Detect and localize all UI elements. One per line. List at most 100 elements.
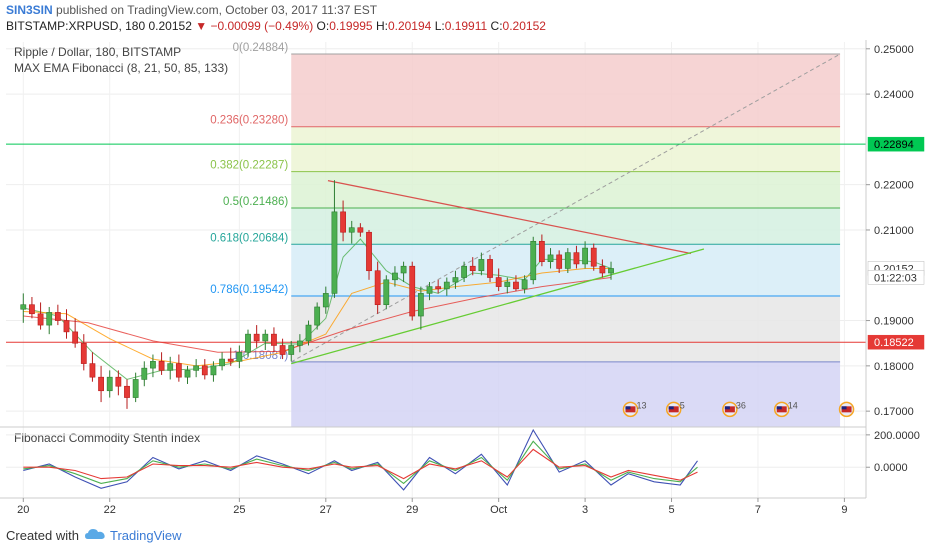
candle-body (201, 365, 208, 376)
fib-band (291, 126, 841, 172)
candle-body (37, 313, 44, 326)
candle-body (530, 240, 537, 281)
candle-body (115, 376, 122, 387)
candle-body (608, 268, 614, 274)
time-axis-label: 3 (582, 504, 588, 516)
candle-body (288, 345, 295, 355)
fib-level-label: 1(0.18087) (233, 350, 289, 362)
candle-body (106, 376, 113, 392)
close-label: C: (490, 19, 503, 33)
time-axis-label: 22 (104, 504, 116, 516)
oscillator-title: Fibonacci Commodity Stenth Index (14, 431, 200, 445)
event-count-label: 36 (736, 400, 746, 410)
candle-body (124, 385, 130, 398)
candle-body (314, 306, 321, 326)
open-value: 0.19995 (329, 19, 373, 33)
candle-body (538, 240, 545, 262)
candle-body (63, 320, 70, 333)
chart-svg[interactable]: 0(0.24884) 0.236(0.23280) 0.382(0.22287) 0.… (0, 40, 932, 520)
candle-body (245, 333, 251, 353)
price-marker (867, 270, 925, 285)
candle-body (132, 379, 139, 398)
price-axis-label: 0.21000 (874, 225, 914, 237)
candle-body (357, 227, 364, 233)
candle-body (20, 304, 27, 310)
price-axis-label: 0.22000 (874, 180, 914, 192)
candle-body (184, 370, 191, 378)
price-marker-label: 01:22:03 (874, 272, 917, 284)
fib-level-label: 0.786(0.19542) (210, 284, 288, 296)
candle-body (556, 254, 563, 269)
price-change: ▼ −0.00099 (−0.49%) (195, 19, 314, 33)
candle-body (236, 351, 243, 362)
candle-body (478, 259, 485, 272)
time-axis-label: 9 (841, 504, 847, 516)
candle-body (322, 293, 329, 308)
price-axis-label: 0.19000 (874, 316, 914, 328)
candle-body (89, 363, 96, 378)
chart-title: Ripple / Dollar, 180, BITSTAMP (14, 45, 181, 59)
ema-line (23, 268, 611, 367)
candle-body (409, 265, 416, 317)
event-count-label: 14 (788, 400, 798, 410)
price-marker-label: 0.22894 (874, 139, 914, 151)
candle-body (392, 272, 398, 281)
candle-body (513, 281, 519, 290)
open-label: O: (316, 19, 330, 33)
tradingview-logo-icon (85, 529, 105, 539)
tradingview-brand[interactable]: TradingView (110, 528, 182, 543)
author-link[interactable]: SIN3SIN (6, 3, 53, 17)
candle-body (564, 252, 571, 269)
candle-body (383, 279, 390, 306)
close-value: 0.20152 (502, 19, 546, 33)
candle-body (54, 312, 61, 321)
price-axis-label: 0.18000 (874, 361, 914, 373)
ohlc-line: BITSTAMP:XRPUSD, 180 0.20152 ▼ −0.00099 … (6, 19, 546, 33)
time-axis-label: 25 (233, 504, 245, 516)
candle-body (305, 324, 312, 342)
candle-body (80, 342, 87, 364)
price-axis-label: 0.17000 (874, 406, 914, 418)
candle-body (210, 365, 217, 376)
candle-body (227, 358, 234, 362)
candle-body (573, 252, 580, 265)
created-with-text: Created with (6, 528, 79, 543)
candle-body (400, 265, 407, 274)
candle-body (366, 231, 372, 272)
fib-band (291, 171, 841, 208)
symbol-label: BITSTAMP:XRPUSD, 180 (6, 19, 146, 33)
candle-body (175, 363, 182, 378)
candle-body (599, 265, 606, 274)
candle-body (340, 211, 346, 233)
fib-level-label: 0.5(0.21486) (223, 196, 288, 208)
oscillator-line-red (23, 448, 698, 481)
candle-body (452, 277, 459, 283)
oscillator-axis-label: 0.0000 (874, 462, 908, 474)
trendline-lower (291, 248, 705, 365)
price-axis-label: 0.24000 (874, 89, 914, 101)
ema-line (23, 277, 612, 353)
candle-body (193, 365, 200, 371)
candle-body (348, 227, 355, 233)
chart-area[interactable]: 0(0.24884) 0.236(0.23280) 0.382(0.22287) 0.… (0, 40, 932, 520)
last-price: 0.20152 (148, 19, 192, 33)
low-label: L: (434, 19, 445, 33)
candle-body (521, 279, 528, 290)
candle-body (271, 333, 277, 346)
candle-body (443, 281, 450, 290)
candle-body (141, 367, 148, 380)
price-marker-label: 0.18522 (874, 337, 914, 349)
price-axis-label: 0.25000 (874, 44, 914, 56)
trendline-upper (327, 179, 692, 255)
candle-body (435, 286, 442, 290)
event-count-label: 13 (636, 400, 646, 410)
candle-body (487, 259, 493, 278)
candle-body (29, 304, 35, 315)
indicator-label: MAX EMA Fibonacci (8, 21, 50, 85, 133) (14, 61, 228, 75)
flag-canton (776, 406, 782, 410)
candle-body (331, 211, 338, 294)
time-axis-label: 27 (320, 504, 332, 516)
fib-level-label: 0(0.24884) (233, 42, 289, 54)
candle-body (253, 333, 260, 342)
candle-body (150, 361, 156, 369)
